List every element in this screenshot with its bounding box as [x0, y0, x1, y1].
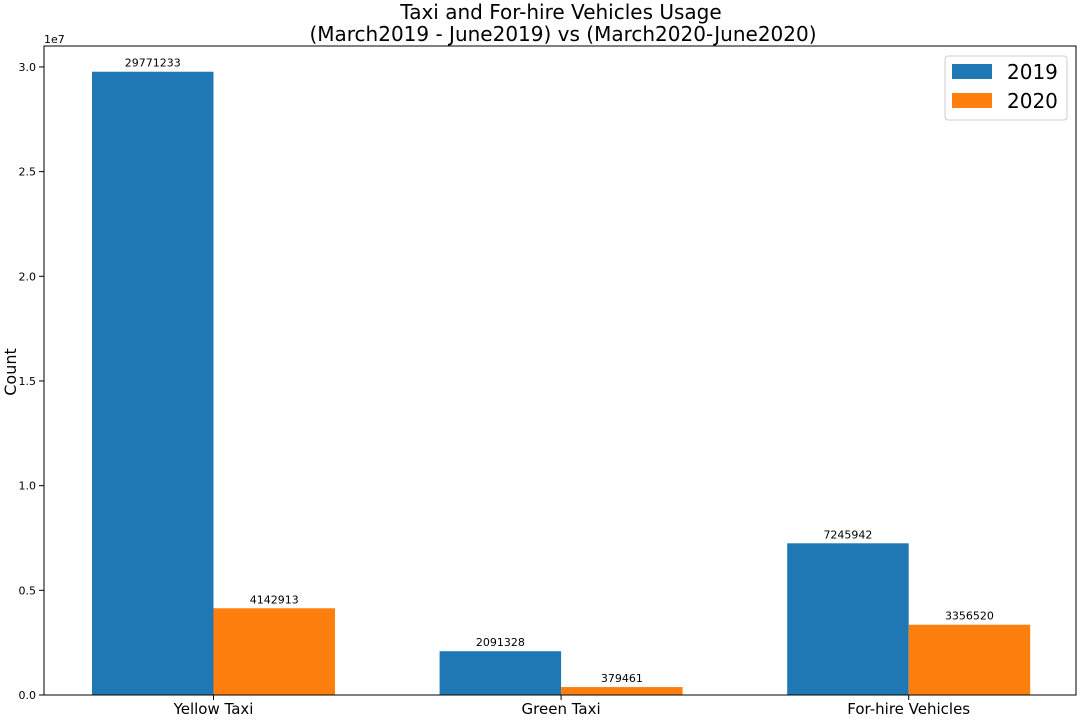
y-tick-label: 1.5	[19, 375, 37, 388]
legend-swatch	[952, 93, 992, 108]
x-axis-ticks: Yellow Taxi Green Taxi For-hire Vehicles	[173, 695, 970, 718]
chart-title-line-1: Taxi and For-hire Vehicles Usage	[399, 0, 721, 24]
chart-title-line-2: (March2019 - June2019) vs (March2020-Jun…	[309, 22, 816, 46]
x-tick-label: Green Taxi	[522, 700, 601, 718]
bar-2019	[787, 543, 909, 695]
bar-2019	[92, 71, 214, 695]
y-tick-label: 3.0	[19, 61, 37, 74]
y-tick-label: 2.0	[19, 270, 37, 283]
plot-frame	[43, 45, 1077, 696]
y-tick-label: 2.5	[19, 166, 37, 179]
bar-value-label: 4142913	[250, 593, 299, 606]
y-axis-ticks: 0.0 0.5 1.0 1.5 2.0 2.5 3.0	[19, 61, 44, 702]
bar-2020	[908, 624, 1031, 695]
y-tick-label: 0.5	[19, 584, 37, 597]
bar-value-label: 29771233	[125, 57, 181, 70]
bar-2020	[561, 687, 683, 695]
legend: 2019 2020	[944, 55, 1068, 121]
bar-2019	[439, 651, 562, 695]
x-tick-label: For-hire Vehicles	[847, 700, 970, 718]
legend-label: 2019	[1007, 60, 1058, 84]
bars	[92, 71, 1031, 695]
legend-label: 2020	[1007, 89, 1058, 113]
y-axis-offset-label: 1e7	[44, 33, 65, 46]
y-axis-label: Count	[1, 348, 20, 396]
bar-value-labels: 29771233 4142913 2091328 379461 7245942 33565…	[125, 57, 994, 685]
bar-2020	[213, 608, 335, 695]
legend-swatch	[952, 64, 992, 79]
x-tick-label: Yellow Taxi	[173, 700, 254, 718]
bar-value-label: 3356520	[945, 610, 994, 623]
y-tick-label: 0.0	[19, 689, 37, 702]
y-tick-label: 1.0	[19, 480, 37, 493]
bar-value-label: 379461	[601, 672, 643, 685]
bar-value-label: 2091328	[476, 636, 525, 649]
bar-value-label: 7245942	[823, 528, 872, 541]
